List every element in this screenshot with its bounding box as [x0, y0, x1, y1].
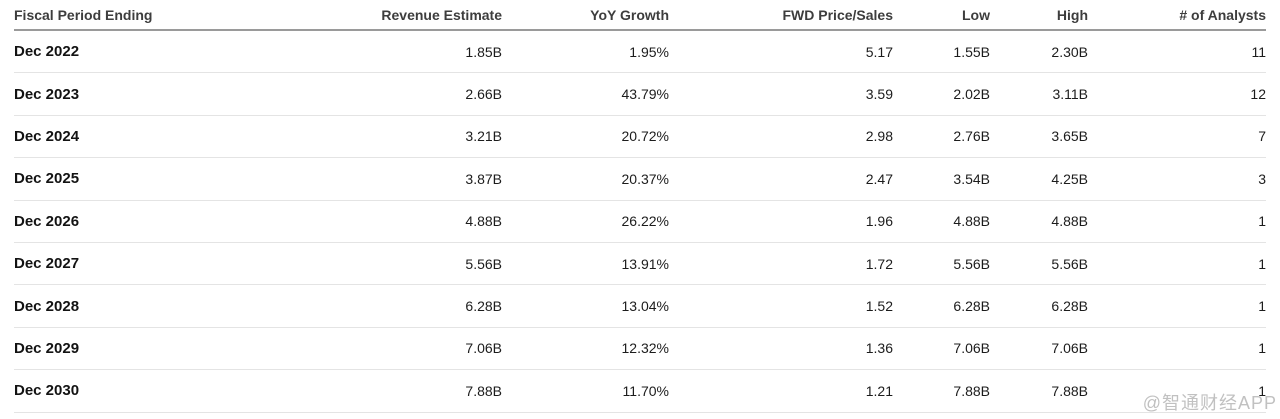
fwd-price-sales-cell: 1.52 [669, 284, 893, 328]
analysts-cell: 1 [1088, 327, 1266, 371]
col-header-fiscal-period-ending: Fiscal Period Ending [14, 0, 314, 31]
fwd-price-sales-cell: 2.47 [669, 157, 893, 201]
analysts-cell: 7 [1088, 115, 1266, 159]
high-cell: 7.06B [990, 327, 1088, 371]
col-header-fwd-price-sales: FWD Price/Sales [669, 0, 893, 31]
low-cell: 7.88B [893, 369, 990, 413]
revenue-estimate-cell: 7.06B [314, 327, 502, 371]
high-cell: 6.28B [990, 284, 1088, 328]
high-cell: 4.25B [990, 157, 1088, 201]
table-row: Dec 2026 4.88B 26.22% 1.96 4.88B 4.88B 1 [14, 200, 1266, 243]
table-row: Dec 2023 2.66B 43.79% 3.59 2.02B 3.11B 1… [14, 72, 1266, 116]
fwd-price-sales-cell: 1.36 [669, 327, 893, 371]
high-cell: 3.11B [990, 72, 1088, 116]
analysts-cell: 1 [1088, 369, 1266, 413]
table-row: Dec 2025 3.87B 20.37% 2.47 3.54B 4.25B 3 [14, 157, 1266, 201]
revenue-estimate-cell: 5.56B [314, 242, 502, 286]
table-row: Dec 2030 7.88B 11.70% 1.21 7.88B 7.88B 1 [14, 369, 1266, 413]
col-header-num-analysts: # of Analysts [1088, 0, 1266, 31]
fwd-price-sales-cell: 5.17 [669, 30, 893, 74]
yoy-growth-cell: 1.95% [502, 30, 669, 74]
high-cell: 3.65B [990, 115, 1088, 159]
fwd-price-sales-cell: 1.96 [669, 200, 893, 243]
low-cell: 5.56B [893, 242, 990, 286]
fwd-price-sales-cell: 3.59 [669, 72, 893, 116]
low-cell: 3.54B [893, 157, 990, 201]
yoy-growth-cell: 20.37% [502, 157, 669, 201]
analysts-cell: 12 [1088, 72, 1266, 116]
low-cell: 1.55B [893, 30, 990, 74]
yoy-growth-cell: 13.91% [502, 242, 669, 286]
yoy-growth-cell: 20.72% [502, 115, 669, 159]
low-cell: 7.06B [893, 327, 990, 371]
table-row: Dec 2022 1.85B 1.95% 5.17 1.55B 2.30B 11 [14, 30, 1266, 74]
low-cell: 4.88B [893, 200, 990, 243]
fiscal-period-cell: Dec 2029 [14, 327, 314, 371]
table-row: Dec 2028 6.28B 13.04% 1.52 6.28B 6.28B 1 [14, 284, 1266, 328]
table-row: Dec 2024 3.21B 20.72% 2.98 2.76B 3.65B 7 [14, 115, 1266, 159]
table-header-row: Fiscal Period Ending Revenue Estimate Yo… [14, 0, 1266, 31]
yoy-growth-cell: 43.79% [502, 72, 669, 116]
yoy-growth-cell: 13.04% [502, 284, 669, 328]
col-header-yoy-growth: YoY Growth [502, 0, 669, 31]
yoy-growth-cell: 26.22% [502, 200, 669, 243]
revenue-estimate-cell: 3.87B [314, 157, 502, 201]
yoy-growth-cell: 11.70% [502, 369, 669, 413]
fwd-price-sales-cell: 1.21 [669, 369, 893, 413]
fiscal-period-cell: Dec 2022 [14, 30, 314, 74]
revenue-estimate-cell: 7.88B [314, 369, 502, 413]
col-header-low: Low [893, 0, 990, 31]
col-header-high: High [990, 0, 1088, 31]
yoy-growth-cell: 12.32% [502, 327, 669, 371]
high-cell: 2.30B [990, 30, 1088, 74]
table-row: Dec 2027 5.56B 13.91% 1.72 5.56B 5.56B 1 [14, 242, 1266, 286]
fiscal-period-cell: Dec 2025 [14, 157, 314, 201]
analysts-cell: 1 [1088, 242, 1266, 286]
low-cell: 6.28B [893, 284, 990, 328]
low-cell: 2.76B [893, 115, 990, 159]
analysts-cell: 1 [1088, 284, 1266, 328]
revenue-estimate-cell: 3.21B [314, 115, 502, 159]
revenue-estimate-cell: 4.88B [314, 200, 502, 243]
revenue-estimate-cell: 2.66B [314, 72, 502, 116]
fiscal-period-cell: Dec 2030 [14, 369, 314, 413]
fiscal-period-cell: Dec 2026 [14, 200, 314, 243]
fiscal-period-cell: Dec 2027 [14, 242, 314, 286]
high-cell: 4.88B [990, 200, 1088, 243]
fiscal-period-cell: Dec 2028 [14, 284, 314, 328]
low-cell: 2.02B [893, 72, 990, 116]
high-cell: 7.88B [990, 369, 1088, 413]
col-header-revenue-estimate: Revenue Estimate [314, 0, 502, 31]
high-cell: 5.56B [990, 242, 1088, 286]
fwd-price-sales-cell: 1.72 [669, 242, 893, 286]
fiscal-period-cell: Dec 2024 [14, 115, 314, 159]
table-row: Dec 2029 7.06B 12.32% 1.36 7.06B 7.06B 1 [14, 327, 1266, 371]
fwd-price-sales-cell: 2.98 [669, 115, 893, 159]
revenue-estimate-cell: 6.28B [314, 284, 502, 328]
analysts-cell: 1 [1088, 200, 1266, 243]
analysts-cell: 3 [1088, 157, 1266, 201]
fiscal-period-cell: Dec 2023 [14, 72, 314, 116]
revenue-estimates-table: Fiscal Period Ending Revenue Estimate Yo… [14, 0, 1266, 413]
analysts-cell: 11 [1088, 30, 1266, 74]
revenue-estimate-cell: 1.85B [314, 30, 502, 74]
